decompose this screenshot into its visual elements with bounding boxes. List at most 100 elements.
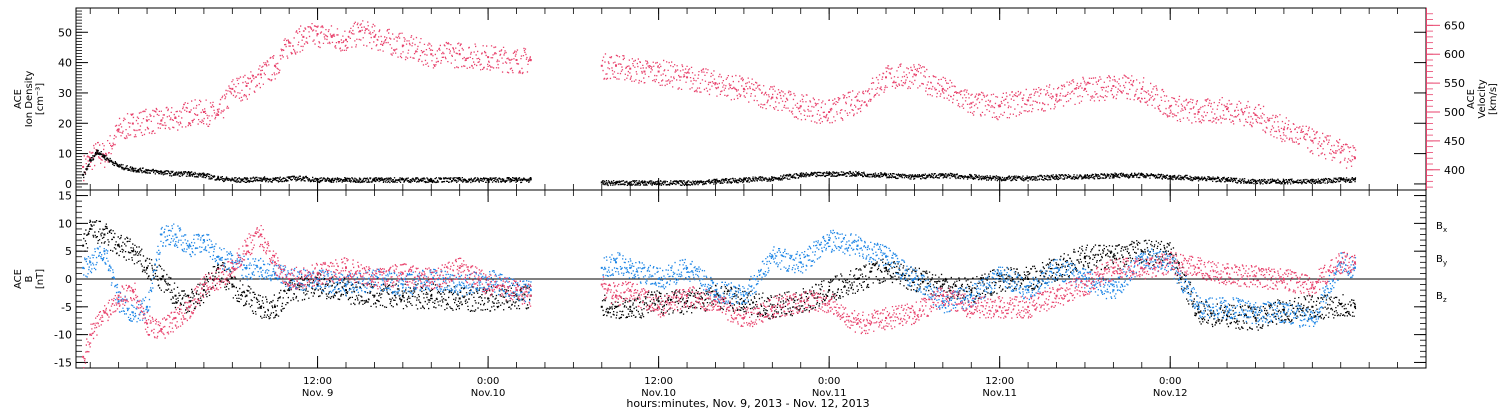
bx-series-point	[1282, 308, 1285, 311]
y-tick-label: 40	[58, 57, 72, 70]
bz-series-point	[600, 283, 603, 286]
velocity-series-point	[82, 165, 85, 168]
x-tick-sublabel: Nov.12	[1153, 388, 1188, 399]
x-tick-label: 0:00	[1159, 376, 1181, 387]
by-series-point	[600, 266, 603, 269]
by-series-point	[686, 266, 689, 269]
density-series-point	[529, 178, 532, 181]
bz-series-point	[345, 266, 347, 269]
bz-series-point	[174, 316, 177, 319]
bz-series-point	[1140, 266, 1143, 269]
velocity-series-point	[1282, 128, 1285, 131]
x-tick-sublabel: Nov.11	[812, 388, 847, 399]
b-axis-label-line: ACE	[13, 269, 24, 289]
bx-series-point	[160, 278, 163, 280]
bz-series-point	[515, 289, 518, 292]
velocity-tick-label: 650	[1444, 19, 1465, 32]
y-tick-label: 30	[58, 87, 72, 100]
bz-series-point	[657, 305, 660, 308]
bz-series-point	[998, 305, 1001, 308]
bz-series-point	[245, 244, 248, 247]
by-series-point	[856, 244, 859, 247]
bz-series-point	[146, 322, 149, 325]
y-tick-label: 20	[58, 117, 72, 130]
velocity-series-point	[600, 64, 603, 67]
bz-series-point	[771, 305, 774, 308]
velocity-axis-label-line: ACE	[1466, 89, 1477, 109]
by-series-point	[103, 250, 106, 253]
by-series-point	[1311, 316, 1314, 319]
density-series-point	[1055, 175, 1058, 178]
y-tick-label: 15	[58, 190, 72, 203]
bx-series-point	[345, 289, 347, 292]
density-series-point	[714, 179, 717, 182]
by-series-point	[1112, 289, 1115, 292]
velocity-series-point	[131, 122, 134, 125]
velocity-series-point	[1197, 111, 1200, 113]
bx-series-point	[629, 305, 632, 308]
y-tick-label: -10	[54, 329, 72, 342]
by-series-point	[188, 244, 191, 247]
x-tick-label: 0:00	[818, 376, 840, 387]
density-series-point	[885, 173, 887, 176]
bz-series-point	[487, 283, 490, 286]
density-series-cloud	[83, 150, 1357, 187]
bz-series-point	[273, 261, 276, 264]
velocity-series-point	[657, 70, 660, 73]
velocity-series-point	[202, 111, 205, 113]
bx-series-point	[174, 294, 177, 297]
bx-series	[82, 219, 1357, 331]
bx-series-point	[273, 305, 276, 308]
by-series-point	[828, 239, 831, 242]
bz-series-point	[529, 294, 532, 297]
density-series-point	[160, 170, 163, 173]
velocity-series-point	[998, 105, 1001, 108]
by-series-point	[629, 266, 632, 269]
bx-series-point	[941, 283, 944, 286]
legend-subscript: z	[1443, 296, 1447, 304]
bz-series-point	[82, 355, 85, 358]
bz-series-point	[913, 311, 916, 314]
by-series-point	[1254, 311, 1257, 314]
by-series-point	[401, 283, 404, 286]
velocity-y-axis: 400 450 500 550 600 650	[1426, 8, 1465, 190]
bz-series-point	[1083, 283, 1086, 286]
velocity-series-point	[799, 105, 802, 108]
velocity-tick-label: 600	[1444, 48, 1465, 61]
velocity-series-point	[828, 111, 831, 113]
velocity-series-point	[742, 87, 745, 90]
by-series-point	[885, 255, 887, 258]
y-tick-label: 0	[65, 273, 72, 286]
bx-series-point	[288, 289, 291, 292]
bx-series-point	[259, 305, 262, 308]
bx-series-point	[430, 294, 433, 297]
bx-series-point	[231, 283, 234, 286]
legend-label: B	[1436, 221, 1443, 232]
bx-series-point	[1027, 278, 1030, 280]
bz-series-point	[615, 294, 617, 297]
x-tick-sublabel: Nov.11	[982, 388, 1017, 399]
by-series-point	[941, 300, 944, 303]
bz-series-point	[1169, 261, 1172, 264]
by-series-point	[1282, 311, 1285, 314]
by-series-point	[529, 289, 532, 292]
density-series-point	[82, 173, 85, 176]
velocity-series-point	[330, 35, 333, 38]
velocity-axis-label-line: [km/s]	[1488, 83, 1499, 115]
density-series-point	[600, 181, 603, 184]
bz-series	[82, 225, 1357, 369]
bz-series-point	[828, 300, 831, 303]
bz-series-point	[202, 283, 205, 286]
by-series-point	[1083, 278, 1086, 280]
by-series-point	[458, 283, 461, 286]
by-series-point	[245, 266, 248, 269]
density-series-point	[771, 176, 774, 179]
bz-series-point	[117, 294, 120, 297]
by-series-point	[1197, 305, 1200, 308]
bx-series-point	[373, 294, 376, 297]
bx-series-point	[1254, 316, 1257, 319]
by-series-point	[131, 311, 134, 314]
bx-series-point	[146, 266, 149, 269]
